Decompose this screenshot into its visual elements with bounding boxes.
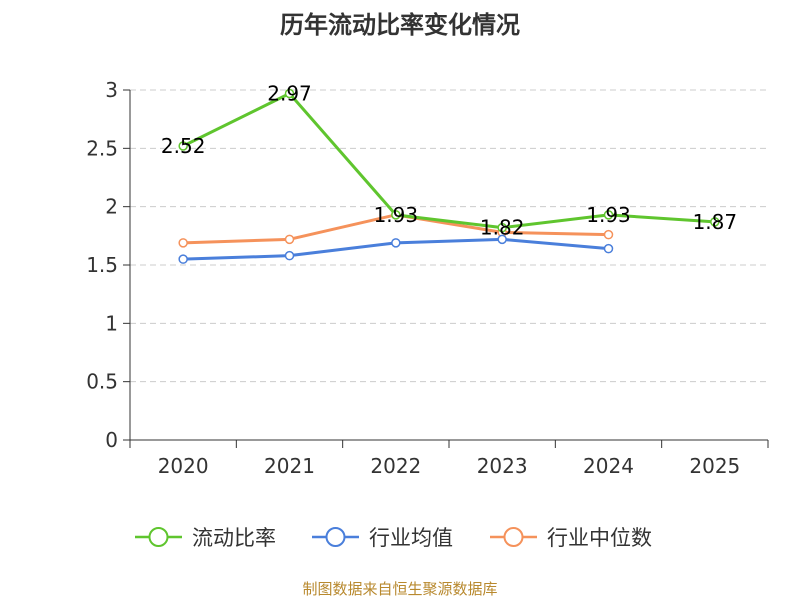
source-note: 制图数据来自恒生聚源数据库 [302, 580, 497, 598]
grid-lines [130, 89, 768, 383]
series-layer [178, 88, 720, 264]
y-tick-label: 0.5 [86, 370, 118, 394]
legend-label-0: 流动比率 [192, 526, 276, 550]
series-line-0 [182, 92, 715, 230]
legend-label-1: 行业均值 [369, 526, 453, 550]
series-point-0 [178, 141, 188, 151]
x-tick-label: 2025 [689, 454, 740, 478]
series-point-0 [603, 210, 614, 220]
series-point-1 [497, 234, 507, 245]
series-point-1 [391, 238, 401, 248]
series-point-1 [284, 250, 295, 261]
legend: 流动比率 行业均值 行业中位数 [135, 526, 652, 550]
y-tick-label: 2.5 [86, 136, 118, 160]
data-label: 1.93 [374, 203, 419, 227]
series-point-0 [710, 217, 720, 227]
x-tick-label: 2020 [158, 454, 209, 478]
x-tick-label: 2023 [477, 454, 528, 478]
y-tick-label: 1.5 [86, 253, 118, 277]
data-label: 2.52 [161, 134, 206, 158]
series-point-2 [178, 238, 188, 248]
x-tick-label: 2022 [370, 454, 421, 478]
series-point-2 [284, 234, 295, 245]
series-point-1 [603, 243, 614, 254]
data-label: 1.82 [480, 216, 525, 240]
series-point-1 [178, 254, 188, 264]
chart-title: 历年流动比率变化情况 [280, 11, 520, 39]
series-point-0 [284, 88, 295, 99]
legend-marker-2 [503, 527, 524, 547]
legend-marker-1 [325, 527, 346, 547]
y-tick-label: 0 [105, 428, 118, 452]
data-label: 1.87 [693, 210, 738, 234]
series-point-0 [497, 222, 507, 233]
axes: 0 0.5 1 1.5 2 2.5 3 2020 2021 2022 2023 2024 2025 [86, 78, 769, 478]
data-label: 1.93 [586, 203, 631, 227]
x-tick-label: 2024 [583, 454, 634, 478]
y-tick-label: 1 [105, 311, 118, 335]
legend-marker-0 [148, 527, 169, 547]
data-label: 2.97 [267, 82, 312, 106]
data-labels: 2.52 2.97 1.93 1.82 1.93 1.87 [161, 82, 737, 240]
y-tick-label: 2 [105, 195, 118, 219]
y-tick-label: 3 [105, 78, 118, 102]
series-point-2 [603, 229, 614, 240]
x-tick-label: 2021 [264, 454, 315, 478]
series-point-0 [391, 210, 401, 220]
legend-label-2: 行业中位数 [547, 526, 652, 550]
